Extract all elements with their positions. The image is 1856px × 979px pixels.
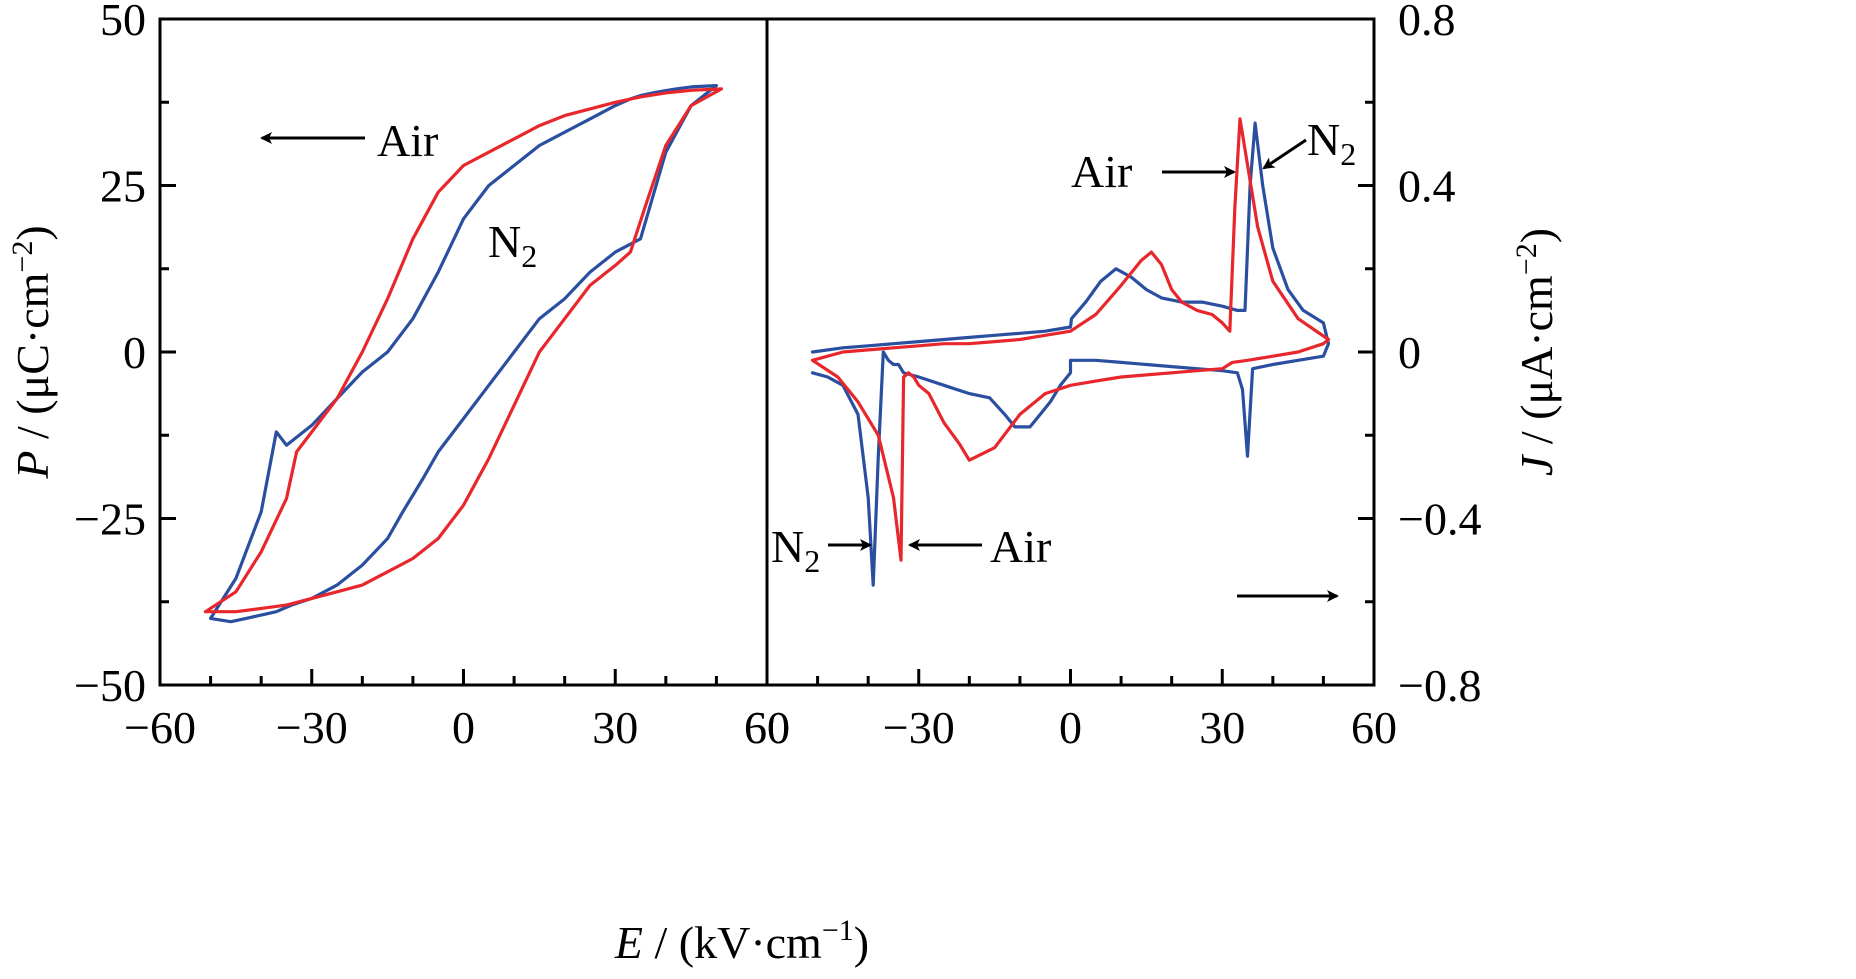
x-tick-label-left-2: 0 (452, 702, 475, 753)
y-tick-label-left-0: −50 (74, 660, 146, 711)
x-tick-label-left-3: 30 (592, 702, 638, 753)
y-tick-label-right-0: 0.8 (1398, 0, 1456, 45)
left-n2-label: N2 (488, 216, 537, 274)
ticks-layer (158, 17, 1376, 687)
y-tick-label-right-4: −0.8 (1398, 660, 1481, 711)
x-tick-label-right-2: 0 (1059, 702, 1082, 753)
right-y-axis-label: J / (μA·cm−2) (1510, 228, 1562, 476)
x-tick-label-left-4: 60 (744, 702, 790, 753)
y-tick-label-right-2: 0 (1398, 327, 1421, 378)
y-tick-label-left-2: 0 (123, 327, 146, 378)
x-tick-label-left-1: −30 (276, 702, 348, 753)
right-n2-arrow-top (1262, 138, 1307, 170)
series-layer (203, 84, 1331, 624)
series-left-air (203, 87, 724, 614)
left-plot-frame (158, 17, 769, 687)
x-tick-label-right-0: 60 (744, 702, 790, 753)
y-tick-label-left-1: −25 (74, 494, 146, 545)
y-tick-label-right-3: −0.4 (1398, 494, 1481, 545)
right-air-label-top: Air (1071, 146, 1132, 197)
right-n2-label-top: N2 (1307, 114, 1356, 172)
right-air-label-bottom: Air (990, 521, 1051, 572)
left-air-label: Air (377, 115, 438, 166)
x-tick-label-left-0: −60 (124, 702, 196, 753)
series-left-n2 (209, 84, 718, 624)
right-n2-label-bottom: N2 (771, 521, 820, 579)
left-y-axis-label: P / (μC·cm−2) (6, 225, 58, 479)
series-right-air (810, 117, 1331, 562)
y-tick-label-right-1: 0.4 (1398, 161, 1456, 212)
x-tick-label-right-1: −30 (883, 702, 955, 753)
x-tick-label-right-3: 30 (1199, 702, 1245, 753)
y-tick-label-left-4: 50 (100, 0, 146, 45)
y-tick-label-left-3: 25 (100, 161, 146, 212)
x-axis-label: E / (kV·cm−1) (614, 914, 869, 968)
x-tick-label-right-4: 60 (1351, 702, 1397, 753)
